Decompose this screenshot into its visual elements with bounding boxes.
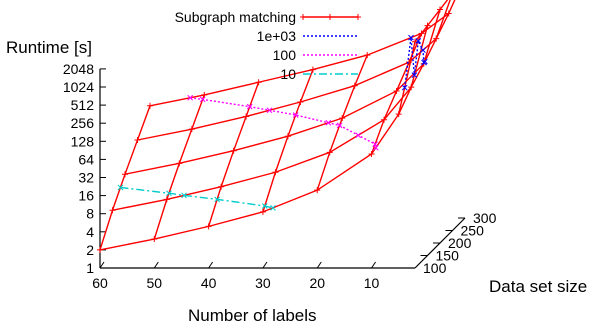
surface xyxy=(97,0,456,253)
surface-column-line xyxy=(414,0,449,43)
z-tick-label: 2048 xyxy=(63,61,94,77)
surface-row-line xyxy=(137,0,451,141)
x-tick-mark xyxy=(99,261,105,269)
z-tick-label: 512 xyxy=(71,97,95,113)
contour-100 xyxy=(190,97,377,148)
z-tick-label: 8 xyxy=(86,206,94,222)
contour-1e3-point xyxy=(411,72,418,78)
contour-10-point xyxy=(117,184,124,191)
contour-100-point xyxy=(336,122,343,129)
tick-labels: 1 2 4 8 16 32 64 128 256 512 1024 2048 60 50 40 30 20 10 1… xyxy=(63,61,497,291)
surface-row-line xyxy=(149,0,456,107)
legend: Subgraph matching 1e+03 100 10 xyxy=(175,9,361,82)
contour-100-point xyxy=(187,94,194,101)
z-tick-label: 2 xyxy=(86,242,94,258)
z-tick-label: 128 xyxy=(71,133,95,149)
x-tick-mark xyxy=(316,261,322,269)
surface-column-line xyxy=(370,33,423,155)
legend-label: Subgraph matching xyxy=(175,9,296,25)
z-tick-label: 64 xyxy=(78,151,94,167)
surface-column-line xyxy=(262,69,314,213)
contour-1e3-point xyxy=(422,58,428,65)
z-tick-label: 256 xyxy=(71,115,95,131)
y-axis-label: Data set size xyxy=(489,277,587,296)
contour-1e3-point xyxy=(420,47,426,53)
surface-row-line xyxy=(124,9,441,175)
contour-10-point xyxy=(214,196,220,203)
z-tick-label: 32 xyxy=(78,170,94,186)
legend-marker xyxy=(327,14,333,20)
surface-column-line xyxy=(99,105,151,251)
contour-10-point xyxy=(166,190,172,197)
y-tick-label: 200 xyxy=(448,235,472,251)
contour-100-point xyxy=(325,119,332,126)
x-tick-label: 60 xyxy=(92,275,108,291)
contour-100-point xyxy=(266,107,273,114)
y-tick-label: 150 xyxy=(436,248,460,264)
contour-1e3-point xyxy=(408,34,414,41)
x-tick-label: 30 xyxy=(255,275,271,291)
contour-10-point xyxy=(270,205,276,211)
surface-row-line xyxy=(112,25,429,211)
contour-1e3-point xyxy=(401,84,408,91)
contour-100-point xyxy=(372,144,379,151)
surface-point xyxy=(445,10,452,17)
z-axis-label: Runtime [s] xyxy=(6,38,92,57)
y-tick-label: 100 xyxy=(423,260,447,276)
axes xyxy=(99,68,466,269)
y-tick-label: 250 xyxy=(461,223,485,239)
z-tick-label: 1024 xyxy=(63,79,94,95)
surface-column-line xyxy=(316,54,368,191)
contour-10 xyxy=(120,186,274,209)
z-tick-label: 4 xyxy=(86,224,94,240)
contour-10-point xyxy=(261,203,268,209)
contours xyxy=(117,34,428,211)
x-axis-label: Number of labels xyxy=(188,306,317,325)
y-tick-label: 300 xyxy=(473,210,497,226)
x-tick-mark xyxy=(371,261,376,269)
z-tick-label: 1 xyxy=(86,260,94,276)
surface-row-line xyxy=(99,41,416,251)
z-tick-label: 16 xyxy=(78,188,94,204)
axis-titles: Runtime [s] Number of labels Data set si… xyxy=(6,38,587,325)
x-tick-mark xyxy=(153,261,159,269)
x-tick-label: 50 xyxy=(147,275,163,291)
x-tick-label: 40 xyxy=(201,275,217,291)
x-tick-label: 10 xyxy=(364,275,380,291)
legend-marker xyxy=(355,14,361,20)
contour-100-point xyxy=(246,103,253,110)
legend-marker xyxy=(300,14,306,20)
x-tick-mark xyxy=(208,261,214,269)
legend-label: 1e+03 xyxy=(257,28,297,44)
surface-column-line xyxy=(153,94,205,240)
x-tick-label: 20 xyxy=(309,275,325,291)
contour-1e3-point xyxy=(415,38,422,44)
contour-10-point xyxy=(181,192,187,199)
legend-label: 10 xyxy=(280,66,296,82)
contour-100-point xyxy=(199,96,206,103)
contour-100-point xyxy=(292,112,299,118)
contour-100-point xyxy=(355,132,362,139)
legend-label: 100 xyxy=(273,47,297,63)
x-tick-mark xyxy=(262,261,268,269)
